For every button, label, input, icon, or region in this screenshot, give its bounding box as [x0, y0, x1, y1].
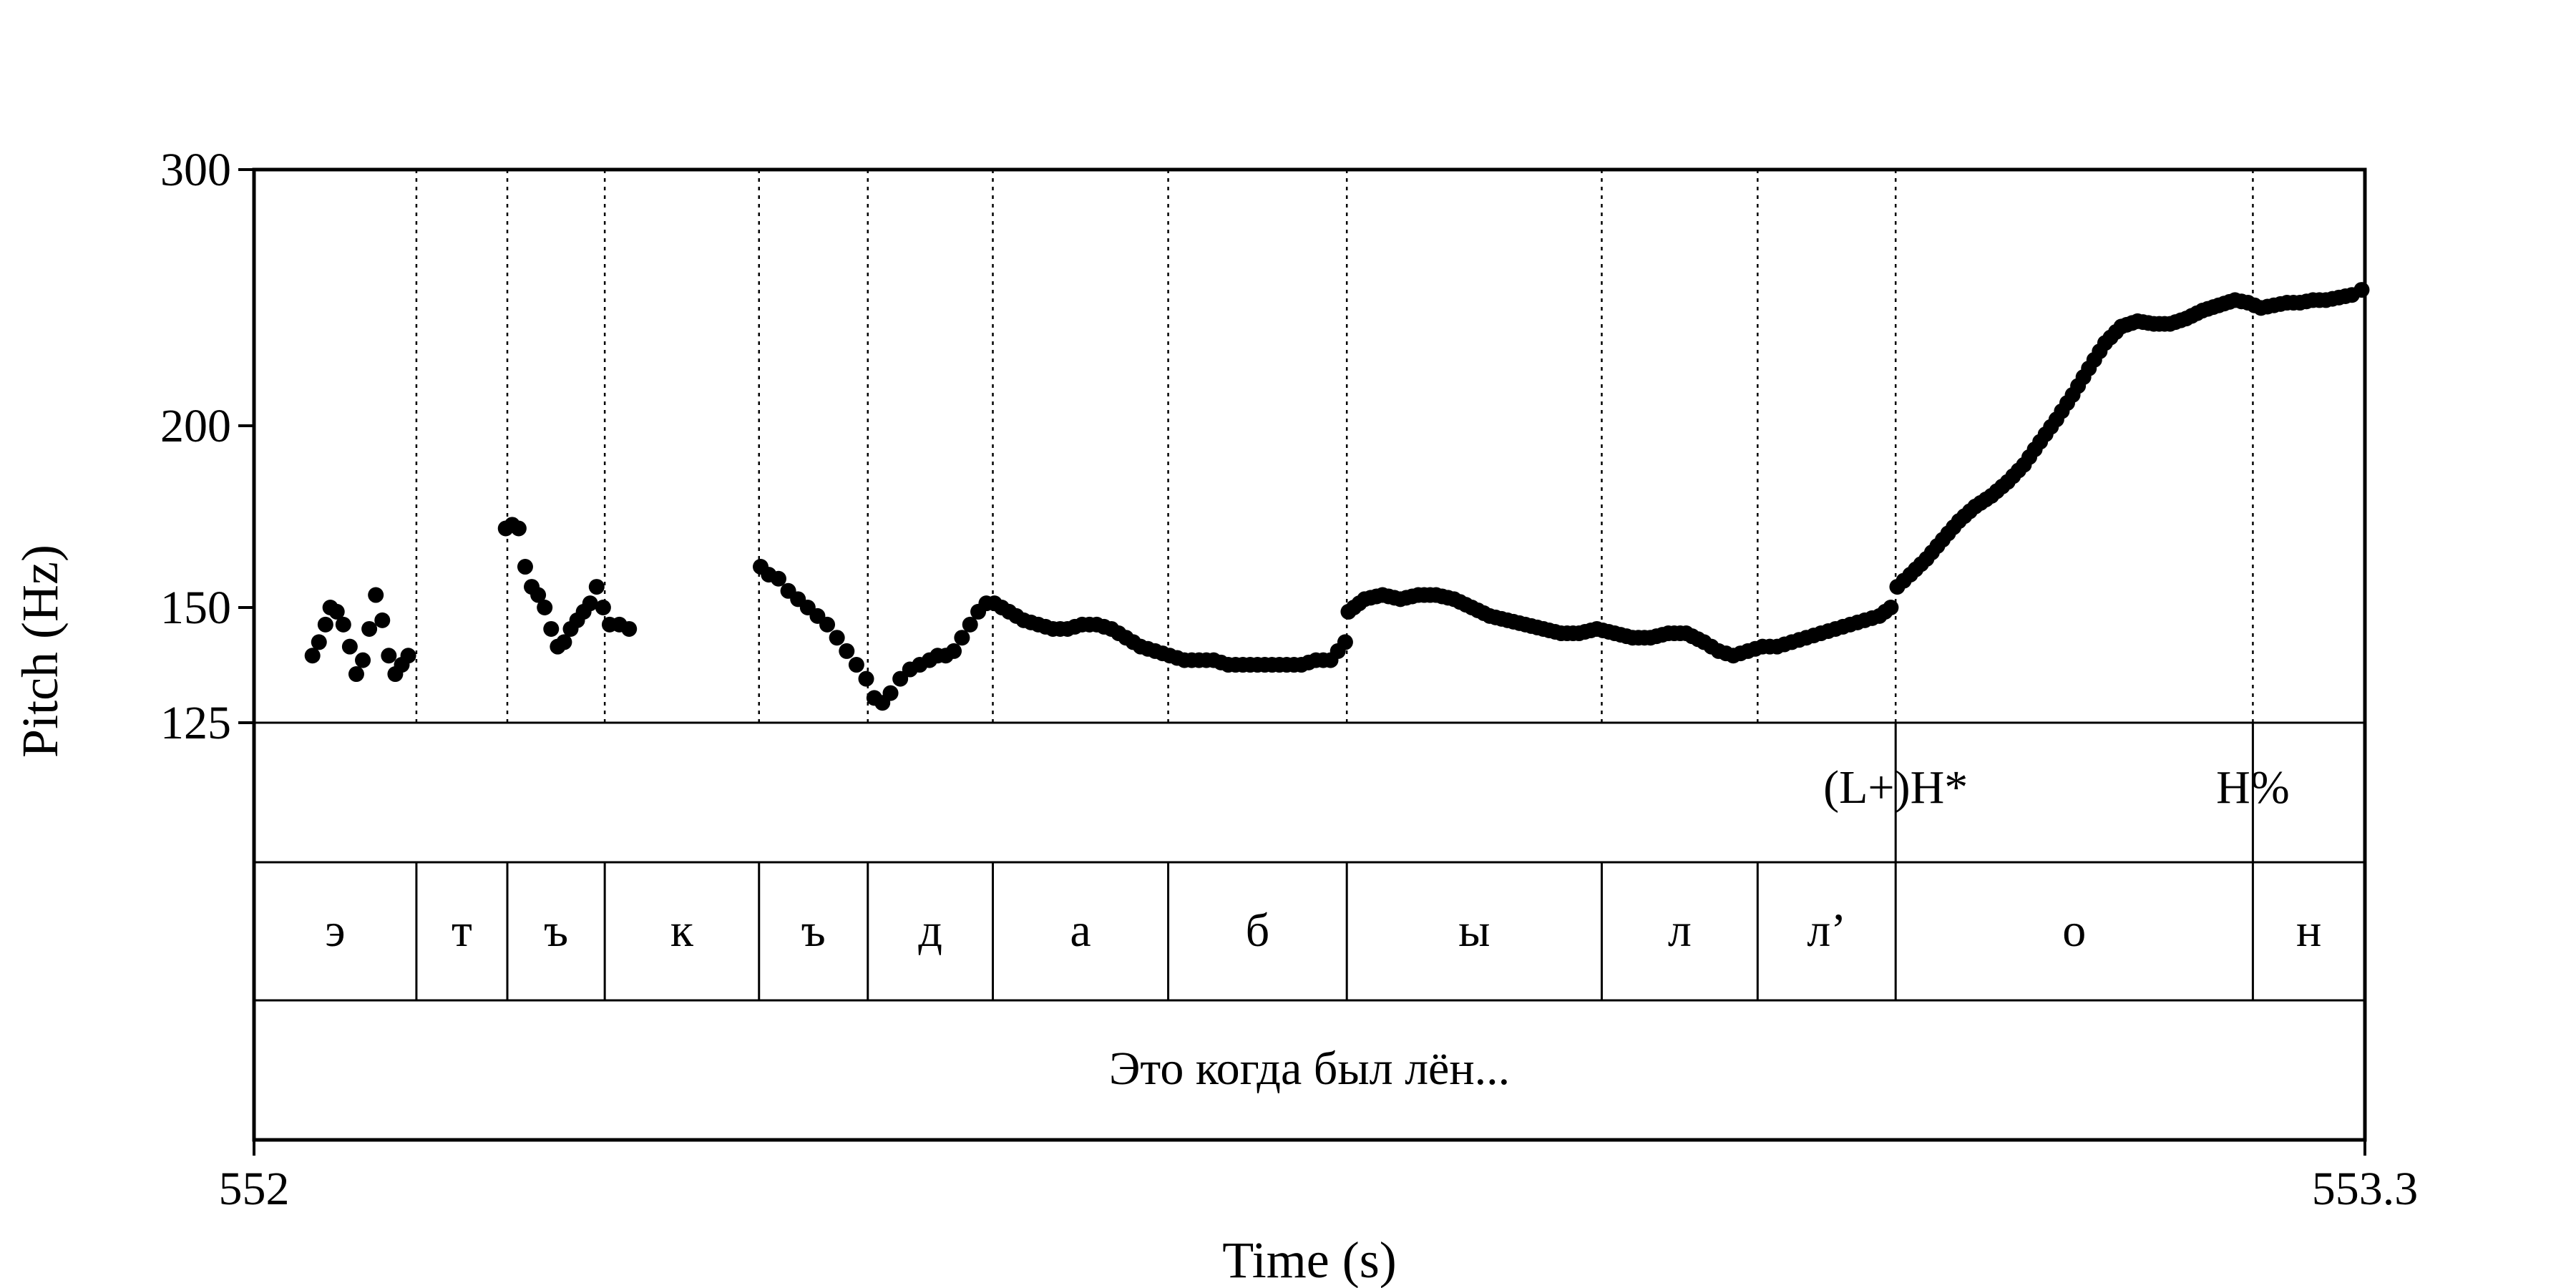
- segment-label: л’: [1807, 904, 1846, 957]
- pitch-point: [311, 634, 327, 650]
- pitch-point: [882, 685, 899, 701]
- y-tick-label: 200: [160, 400, 231, 452]
- y-tick-label: 150: [160, 582, 231, 634]
- pitch-point: [317, 616, 333, 633]
- pitch-points: [304, 282, 2370, 711]
- segment-label: к: [670, 904, 694, 957]
- word-label: Это когда был лён...: [1109, 1043, 1510, 1095]
- pitch-point: [829, 630, 845, 646]
- x-axis-title: Time (s): [1222, 1231, 1396, 1288]
- pitch-point: [510, 520, 527, 537]
- segment-label: д: [918, 904, 942, 957]
- pitch-point: [335, 616, 351, 633]
- pitch-point: [355, 652, 371, 668]
- pitch-point: [582, 595, 598, 612]
- pitch-point: [595, 600, 611, 616]
- pitch-point: [954, 630, 970, 646]
- pitch-point: [537, 600, 553, 616]
- pitch-point: [400, 648, 416, 664]
- pitch-point: [770, 570, 786, 587]
- pitch-point: [543, 620, 560, 637]
- pitch-point: [858, 670, 874, 687]
- segment-label: ъ: [801, 904, 826, 957]
- frame-rect: [252, 167, 2367, 1142]
- tone-label: H%: [2216, 761, 2290, 814]
- chart-labels: 125 150 200 300 552 553.3 (L+)H* H% э т ъ к ъ д а б ы л л’…: [160, 144, 2418, 1215]
- x-tick-label: 552: [219, 1163, 290, 1215]
- pitch-point: [556, 634, 572, 650]
- tone-label: (L+)H*: [1823, 761, 1968, 814]
- pitch-point: [621, 620, 638, 637]
- y-axis-title: Pitch (Hz): [11, 545, 69, 758]
- segment-label: ъ: [544, 904, 568, 957]
- segment-label: о: [2062, 904, 2086, 957]
- segment-label: л: [1668, 904, 1692, 957]
- pitch-point: [2353, 282, 2370, 298]
- pitch-point: [368, 587, 384, 603]
- pitch-point: [361, 620, 378, 637]
- pitch-point: [1883, 600, 1899, 616]
- x-tick-label: 553.3: [2312, 1163, 2419, 1215]
- plot-frame: [238, 167, 2367, 1156]
- pitch-point: [962, 616, 978, 633]
- pitch-point: [341, 638, 358, 655]
- pitch-point: [328, 603, 345, 620]
- pitch-point: [1337, 634, 1353, 650]
- pitch-point: [588, 579, 605, 595]
- segment-label: т: [452, 904, 472, 957]
- y-tick-label: 125: [160, 697, 231, 749]
- pitch-point: [819, 616, 836, 633]
- pitch-point: [381, 648, 397, 664]
- pitch-point: [304, 648, 321, 664]
- pitch-point: [530, 587, 547, 603]
- pitch-point: [374, 612, 391, 628]
- boundary-lines: [254, 170, 2365, 1002]
- pitch-point: [848, 657, 864, 673]
- pitch-point: [892, 670, 909, 687]
- segment-label: б: [1246, 904, 1270, 957]
- segment-label: э: [325, 904, 345, 957]
- segment-label: ы: [1458, 904, 1490, 957]
- segment-label: а: [1070, 904, 1091, 957]
- pitch-point: [348, 666, 364, 683]
- segment-label: н: [2296, 904, 2321, 957]
- y-tick-label: 300: [160, 144, 231, 196]
- pitch-point: [946, 643, 962, 659]
- pitch-point: [839, 643, 855, 659]
- pitch-point: [517, 559, 533, 575]
